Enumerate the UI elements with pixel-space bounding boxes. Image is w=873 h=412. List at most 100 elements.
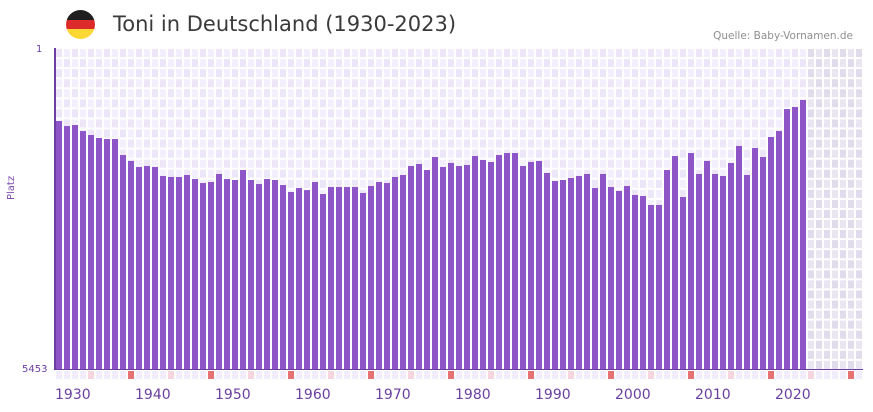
bar-1968[interactable] bbox=[360, 192, 366, 370]
bar-2017[interactable] bbox=[752, 147, 758, 370]
bar-1990[interactable] bbox=[536, 160, 542, 370]
bar-1961[interactable] bbox=[304, 190, 310, 370]
bar-1988[interactable] bbox=[520, 166, 526, 370]
x-tick-label-1980: 1980 bbox=[455, 387, 491, 403]
bar-2010[interactable] bbox=[696, 173, 702, 370]
bar-1996[interactable] bbox=[584, 173, 590, 370]
bar-1977[interactable] bbox=[432, 157, 438, 370]
year-tick-strip bbox=[56, 371, 862, 379]
bar-2015[interactable] bbox=[736, 145, 742, 370]
bar-1937[interactable] bbox=[112, 139, 118, 370]
flag-stripe-black bbox=[66, 10, 95, 20]
bar-2006[interactable] bbox=[664, 170, 670, 370]
bar-1955[interactable] bbox=[256, 184, 262, 370]
bar-1979[interactable] bbox=[448, 162, 454, 370]
bar-1964[interactable] bbox=[328, 187, 334, 370]
bar-1969[interactable] bbox=[368, 186, 374, 370]
bar-1933[interactable] bbox=[80, 131, 86, 370]
bar-1934[interactable] bbox=[88, 134, 94, 370]
bar-1980[interactable] bbox=[456, 166, 462, 370]
bar-1991[interactable] bbox=[544, 172, 550, 370]
x-tick-label-2020: 2020 bbox=[775, 387, 811, 403]
bar-2003[interactable] bbox=[640, 196, 646, 370]
bar-1942[interactable] bbox=[152, 167, 158, 370]
bar-2020[interactable] bbox=[776, 131, 782, 370]
bar-2022[interactable] bbox=[792, 107, 798, 370]
bar-1930[interactable] bbox=[56, 120, 62, 370]
bar-1931[interactable] bbox=[64, 126, 70, 370]
flag-stripe-gold bbox=[66, 29, 95, 39]
bar-1958[interactable] bbox=[280, 185, 286, 370]
bar-2005[interactable] bbox=[656, 204, 662, 370]
bar-1960[interactable] bbox=[296, 188, 302, 370]
bar-1985[interactable] bbox=[496, 155, 502, 370]
bar-2018[interactable] bbox=[760, 157, 766, 370]
bar-1972[interactable] bbox=[392, 176, 398, 370]
bar-1993[interactable] bbox=[560, 180, 566, 370]
bar-2009[interactable] bbox=[688, 153, 694, 370]
bar-1986[interactable] bbox=[504, 153, 510, 370]
bar-2016[interactable] bbox=[744, 174, 750, 370]
bar-1938[interactable] bbox=[120, 155, 126, 370]
bar-1971[interactable] bbox=[384, 183, 390, 370]
bar-1966[interactable] bbox=[344, 187, 350, 370]
bar-1962[interactable] bbox=[312, 182, 318, 370]
bar-1999[interactable] bbox=[608, 187, 614, 370]
bar-1973[interactable] bbox=[400, 174, 406, 370]
bar-2008[interactable] bbox=[680, 197, 686, 370]
bar-1976[interactable] bbox=[424, 170, 430, 370]
bar-2021[interactable] bbox=[784, 109, 790, 370]
bar-1989[interactable] bbox=[528, 161, 534, 370]
bar-1932[interactable] bbox=[72, 125, 78, 370]
bar-1957[interactable] bbox=[272, 180, 278, 370]
bar-1987[interactable] bbox=[512, 153, 518, 370]
bar-1940[interactable] bbox=[136, 167, 142, 370]
bar-1948[interactable] bbox=[200, 183, 206, 370]
bar-1965[interactable] bbox=[336, 187, 342, 370]
bar-2023[interactable] bbox=[800, 99, 806, 370]
bar-1943[interactable] bbox=[160, 175, 166, 370]
bar-2001[interactable] bbox=[624, 186, 630, 370]
bar-2014[interactable] bbox=[728, 162, 734, 370]
bar-1941[interactable] bbox=[144, 166, 150, 370]
bar-1947[interactable] bbox=[192, 178, 198, 370]
bar-1939[interactable] bbox=[128, 160, 134, 370]
bar-1978[interactable] bbox=[440, 167, 446, 370]
bar-2012[interactable] bbox=[712, 173, 718, 370]
bar-2000[interactable] bbox=[616, 190, 622, 370]
bar-2013[interactable] bbox=[720, 175, 726, 370]
bar-1954[interactable] bbox=[248, 180, 254, 370]
bar-1935[interactable] bbox=[96, 138, 102, 370]
bar-1952[interactable] bbox=[232, 180, 238, 370]
bar-2019[interactable] bbox=[768, 137, 774, 370]
bar-1944[interactable] bbox=[168, 176, 174, 370]
bar-1970[interactable] bbox=[376, 182, 382, 370]
bar-1963[interactable] bbox=[320, 193, 326, 370]
bar-1998[interactable] bbox=[600, 173, 606, 370]
bar-1953[interactable] bbox=[240, 170, 246, 370]
bar-1946[interactable] bbox=[184, 174, 190, 370]
bar-1997[interactable] bbox=[592, 188, 598, 370]
bar-1992[interactable] bbox=[552, 181, 558, 370]
y-axis-bottom-label: 5453 bbox=[22, 364, 48, 375]
bar-1983[interactable] bbox=[480, 159, 486, 370]
bar-1949[interactable] bbox=[208, 182, 214, 370]
bar-1995[interactable] bbox=[576, 175, 582, 370]
bar-2004[interactable] bbox=[648, 204, 654, 370]
bar-1936[interactable] bbox=[104, 139, 110, 370]
bar-1981[interactable] bbox=[464, 164, 470, 370]
bar-2011[interactable] bbox=[704, 160, 710, 370]
bar-2002[interactable] bbox=[632, 195, 638, 370]
bar-1956[interactable] bbox=[264, 178, 270, 370]
bar-1974[interactable] bbox=[408, 166, 414, 370]
bar-1984[interactable] bbox=[488, 161, 494, 370]
bar-1950[interactable] bbox=[216, 173, 222, 370]
bar-1967[interactable] bbox=[352, 187, 358, 370]
bar-1959[interactable] bbox=[288, 191, 294, 370]
bar-1994[interactable] bbox=[568, 177, 574, 370]
bar-1951[interactable] bbox=[224, 178, 230, 370]
bar-2007[interactable] bbox=[672, 156, 678, 370]
bar-1982[interactable] bbox=[472, 156, 478, 370]
bar-1975[interactable] bbox=[416, 163, 422, 370]
bar-1945[interactable] bbox=[176, 176, 182, 370]
